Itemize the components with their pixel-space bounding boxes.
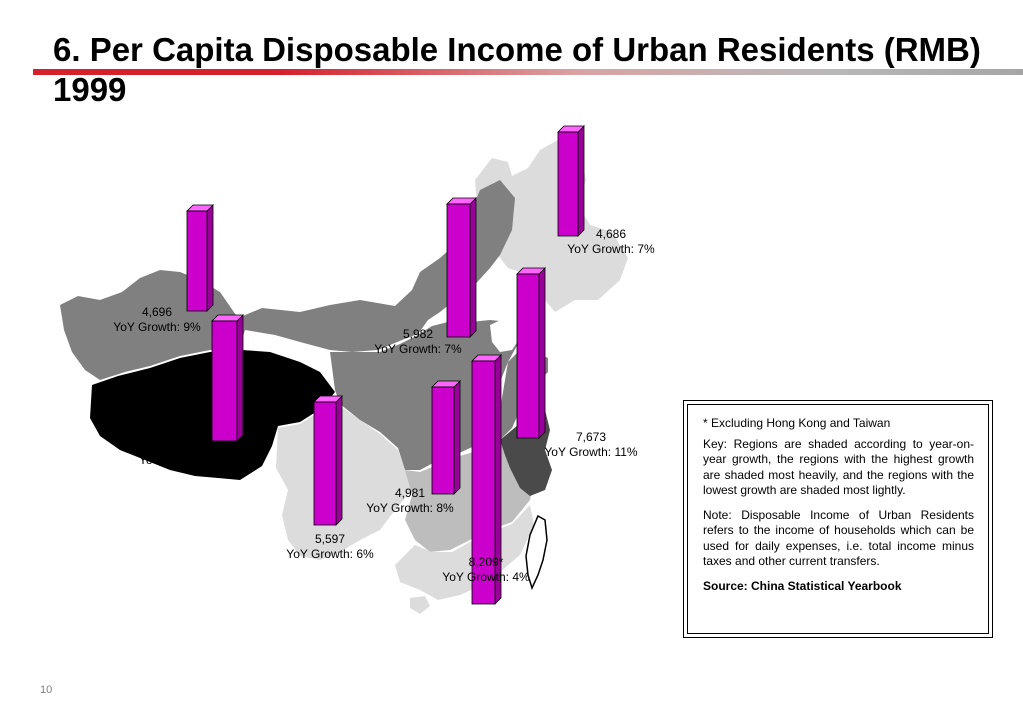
income-bar — [447, 198, 476, 337]
region-label-8209: 8,209* YoY Growth: 4% — [434, 555, 538, 585]
region-label-4696: 4,696 YoY Growth: 9% — [105, 305, 209, 335]
income-bar — [558, 126, 584, 236]
income-bar — [187, 205, 213, 311]
region-growth: YoY Growth: 11% — [536, 445, 646, 460]
source-note: Source: China Statistical Yearbook — [703, 579, 974, 595]
income-bar-front — [517, 274, 539, 438]
region-income-value: 7,673 — [536, 430, 646, 445]
region-label-4686: 4,686 YoY Growth: 7% — [558, 227, 664, 257]
shading-key: Key: Regions are shaded according to yea… — [703, 437, 974, 499]
region-label-7673: 7,673 YoY Growth: 11% — [536, 430, 646, 460]
region-income-value: 8,209* — [434, 555, 538, 570]
region-growth: YoY Growth: 4% — [434, 570, 538, 585]
region-label-5982: 5,982 YoY Growth: 7% — [366, 327, 470, 357]
income-bar-side — [454, 381, 460, 494]
income-bar-front — [558, 132, 578, 236]
region-label-5597: 5,597 YoY Growth: 6% — [278, 532, 382, 562]
page-number: 10 — [40, 684, 52, 696]
income-bar — [517, 268, 545, 438]
notes-box: * Excluding Hong Kong and Taiwan Key: Re… — [683, 400, 993, 638]
income-bar-front — [432, 387, 454, 494]
income-bar-top — [212, 315, 243, 321]
region-income-value: 5,982 — [366, 327, 470, 342]
income-bar — [432, 381, 460, 494]
income-bar-side — [237, 315, 243, 441]
region-growth: YoY Growth: 9% — [105, 320, 209, 335]
income-bar-front — [187, 211, 207, 311]
income-bar — [314, 396, 342, 525]
definition-note: Note: Disposable Income of Urban Residen… — [703, 508, 974, 570]
income-bar-front — [212, 321, 237, 441]
region-income-value: 4,686 — [558, 227, 664, 242]
region-label-4981: 4,981 YoY Growth: 8% — [358, 486, 462, 516]
excluding-note: * Excluding Hong Kong and Taiwan — [703, 416, 974, 432]
region-income-value: 5,597 — [278, 532, 382, 547]
income-bar — [212, 315, 243, 441]
region-income-value: 4,981 — [358, 486, 462, 501]
income-bar-side — [578, 126, 584, 236]
income-bar-side — [470, 198, 476, 337]
income-bar-side — [207, 205, 213, 311]
notes-box-inner: * Excluding Hong Kong and Taiwan Key: Re… — [687, 404, 989, 634]
region-label-5440: 5,440 YoY Growth: 12% — [130, 438, 242, 468]
region-growth: YoY Growth: 8% — [358, 501, 462, 516]
income-bar-front — [314, 402, 336, 525]
region-income-value: 5,440 — [130, 438, 242, 453]
income-bar-side — [336, 396, 342, 525]
income-bar-front — [447, 204, 470, 337]
region-income-value: 4,696 — [105, 305, 209, 320]
region-growth: YoY Growth: 12% — [130, 453, 242, 468]
region-growth: YoY Growth: 6% — [278, 547, 382, 562]
region-growth: YoY Growth: 7% — [558, 242, 664, 257]
income-bar-side — [539, 268, 545, 438]
region-growth: YoY Growth: 7% — [366, 342, 470, 357]
hainan-island — [410, 596, 430, 614]
